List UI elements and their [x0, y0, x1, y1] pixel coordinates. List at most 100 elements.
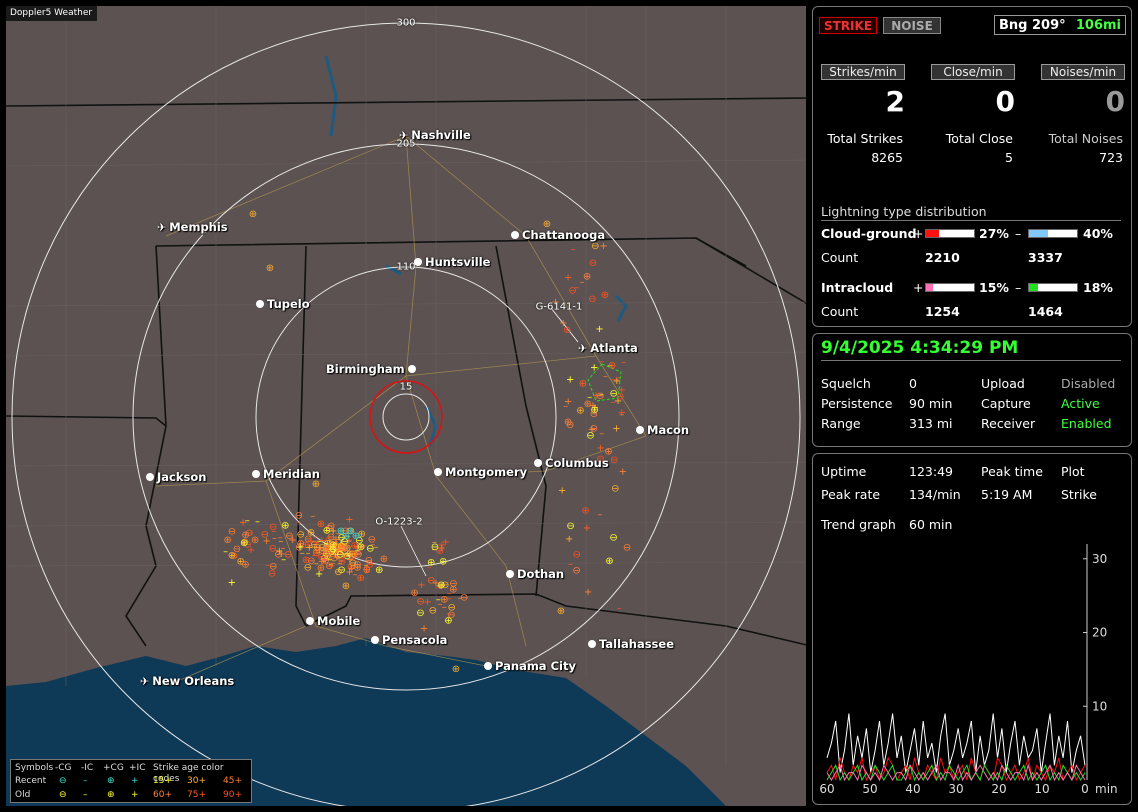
plot-value[interactable]: Strike [1061, 487, 1097, 502]
strike-marker: ⊕ [380, 554, 388, 565]
strike-mode-button[interactable]: STRIKE [819, 17, 877, 34]
squelch-label: Squelch [821, 376, 871, 391]
strike-marker: + [327, 561, 335, 572]
strike-marker: ⊕ [439, 556, 447, 567]
strike-marker: ⊕ [557, 606, 565, 617]
trend-x-tick-label: 60 [819, 782, 834, 796]
strike-markers: +⊕⊕ ⊖⊕++⊖⊕⊕⊕+⊖+⊕+⊖– +–⊕⊕+⊕–++–⊖⊖⊕– ⊕⊖⊕⊕++–⊖… [223, 209, 631, 675]
strike-marker: – [348, 541, 353, 552]
strike-marker: ⊕ [266, 263, 274, 274]
strike-marker: ⊖ [568, 285, 576, 296]
strike-marker: ⊖ [304, 534, 312, 545]
storm-track-line [550, 307, 579, 343]
current-datetime: 9/4/2025 4:34:29 PM [821, 338, 1121, 361]
strike-marker: ⊖ [365, 555, 373, 566]
city-meridian[interactable]: Meridian [252, 467, 320, 481]
city-birmingham[interactable]: Birmingham [326, 362, 416, 376]
strike-marker: ⊕ [312, 546, 320, 557]
noises-per-min-header[interactable]: Noises/min [1041, 64, 1125, 80]
city-tallahassee[interactable]: Tallahassee [588, 637, 674, 651]
ring-label-300: 300 [396, 17, 416, 29]
strike-marker: – [296, 518, 301, 529]
strike-marker: ⊕ [410, 588, 418, 599]
city-memphis[interactable]: ✈ Memphis [157, 220, 228, 234]
city-dothan[interactable]: Dothan [506, 567, 564, 581]
strike-marker: + [618, 385, 626, 396]
strike-marker: – [335, 551, 340, 562]
city-pensacola[interactable]: Pensacola [371, 633, 447, 647]
strike-marker: ⊖ [269, 561, 277, 572]
strike-marker: ⊖ [610, 389, 618, 400]
legend-col-header: +IC [129, 763, 146, 773]
upload-value[interactable]: Disabled [1061, 376, 1116, 391]
strike-marker: – [355, 545, 360, 556]
strike-marker: ⊕ [338, 557, 346, 568]
strike-marker: + [437, 581, 445, 592]
close-per-min-header[interactable]: Close/min [931, 64, 1015, 80]
strike-marker: + [247, 545, 255, 556]
capture-value[interactable]: Active [1061, 396, 1100, 411]
strike-marker: ⊖ [269, 522, 277, 533]
strikes-per-min-header[interactable]: Strikes/min [821, 64, 905, 80]
strike-marker: – [327, 555, 332, 566]
strike-marker: + [318, 535, 326, 546]
peak-rate-value: 134/min [909, 487, 961, 502]
strike-marker: + [330, 548, 338, 559]
receiver-value[interactable]: Enabled [1061, 416, 1112, 431]
plus-sign: + [913, 226, 924, 241]
squelch-value[interactable]: 0 [909, 376, 917, 391]
neg-ic-old-icon: – [83, 790, 88, 800]
city-tupelo[interactable]: Tupelo [256, 297, 310, 311]
strike-marker: ⊕ [605, 556, 613, 567]
persistence-label: Persistence [821, 396, 893, 411]
strike-marker: – [571, 244, 576, 255]
cg-positive-bar [925, 229, 975, 238]
city-jackson[interactable]: Jackson [146, 470, 206, 484]
strike-marker: – [339, 555, 344, 566]
strike-marker: ⊖ [331, 542, 339, 553]
strike-marker: ⊖ [590, 423, 598, 434]
city-columbus[interactable]: Columbus [534, 456, 609, 470]
strike-marker: ⊖ [355, 542, 363, 553]
strike-marker: ⊕ [336, 541, 344, 552]
storm-label[interactable]: O-1223-2 [375, 516, 423, 528]
city-nashville[interactable]: ✈ Nashville [399, 128, 471, 142]
legend-age-title: Strike age color codes [153, 763, 224, 784]
city-new-orleans[interactable]: ✈ New Orleans [140, 674, 235, 688]
strike-marker: ⊖ [448, 603, 456, 614]
strike-marker: + [437, 543, 445, 554]
cg-count-label: Count [821, 250, 859, 265]
trend-graph-value[interactable]: 60 min [909, 517, 953, 532]
neg-cg-old-icon: ⊖ [59, 790, 67, 800]
river [614, 294, 628, 322]
strike-marker: ⊕ [240, 538, 248, 549]
strike-marker: – [603, 371, 608, 382]
range-label: Range [821, 416, 861, 431]
legend-col-header: +CG [103, 763, 124, 773]
strike-marker: + [442, 537, 450, 548]
city-chattanooga[interactable]: Chattanooga [511, 228, 605, 242]
city-mobile[interactable]: Mobile [306, 614, 360, 628]
strike-marker: – [346, 531, 351, 542]
strike-marker: ⊕ [604, 446, 612, 457]
strike-marker: ⊕ [241, 560, 249, 571]
city-montgomery[interactable]: Montgomery [434, 465, 527, 479]
strike-marker: ⊕ [375, 565, 383, 576]
trend-panel: Uptime 123:49 Peak time Plot Peak rate 1… [812, 453, 1132, 805]
legend-old-label: Old [15, 790, 31, 800]
highways [155, 135, 647, 687]
storm-label[interactable]: G-6141-1 [535, 301, 583, 313]
trend-x-tick-label: 0 [1081, 782, 1089, 796]
strike-marker: ⊕ [564, 417, 572, 428]
range-value[interactable]: 313 mi [909, 416, 953, 431]
strike-marker: ⊖ [337, 541, 345, 552]
persistence-value[interactable]: 90 min [909, 396, 953, 411]
cg-positive-pct: 27% [979, 226, 1009, 241]
lightning-map[interactable]: + ⊕ ⊕ ⊖ ⊕ + + ⊖ ⊕ ⊕ ⊕ + ⊖ + ⊕ + ⊖ – + – ⊕ ⊕ + ⊕ – + + – ⊖ ⊖ ⊕ – ⊕ ⊖ ⊕ ⊕ + + – ⊖… [6, 6, 806, 806]
city-macon[interactable]: Macon [636, 423, 689, 437]
city-atlanta[interactable]: ✈ Atlanta [578, 341, 638, 355]
strike-marker: ⊖ [609, 532, 617, 543]
noise-mode-button[interactable]: NOISE [883, 17, 941, 34]
city-huntsville[interactable]: Huntsville [414, 255, 490, 269]
city-panama-city[interactable]: Panama City [484, 659, 576, 673]
